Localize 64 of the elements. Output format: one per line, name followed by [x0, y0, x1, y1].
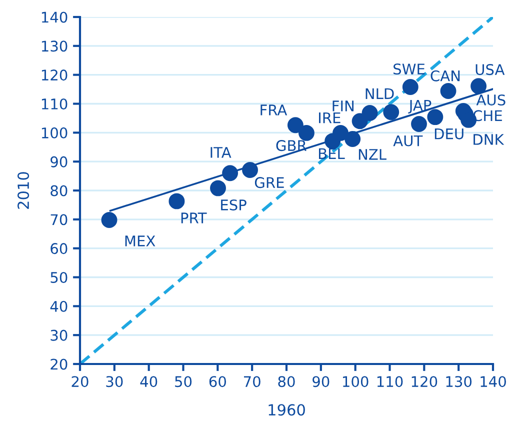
- point: [440, 83, 456, 100]
- x-tick-label: 50: [175, 376, 192, 388]
- point: [101, 212, 118, 228]
- y-tick-label: 120: [42, 70, 68, 81]
- y-tick-label: 110: [42, 98, 68, 110]
- y-tick-label: 40: [50, 300, 68, 312]
- annotation: DEU: [434, 128, 464, 140]
- y-tick-label: 140: [42, 12, 68, 23]
- annotation: FRA: [260, 104, 288, 116]
- x-tick-label: 80: [278, 376, 295, 388]
- annotation: MEX: [125, 236, 156, 246]
- y-tick-label: 60: [50, 243, 68, 254]
- annotation: PRT: [181, 212, 207, 224]
- x-tick-label: 130: [446, 376, 472, 388]
- y-tick-label: 70: [50, 214, 68, 226]
- x-tick-label: 100: [343, 376, 368, 388]
- annotation: JAP: [408, 100, 432, 114]
- annotation: USA: [476, 64, 505, 76]
- annotation: NLD: [366, 88, 394, 99]
- point: [411, 116, 427, 132]
- annotation: SWE: [394, 64, 425, 75]
- x-tick-label: 30: [106, 376, 123, 388]
- x-tick-label: 70: [244, 376, 260, 388]
- point: [287, 117, 304, 134]
- annotation: DNK: [474, 134, 504, 145]
- point: [298, 124, 314, 141]
- annotation: BEL: [318, 148, 345, 159]
- annotation: FIN: [332, 100, 354, 112]
- y-tick-label: 30: [50, 330, 68, 341]
- x-tick-label: 120: [412, 376, 438, 388]
- annotation: AUT: [393, 135, 423, 146]
- x-tick-label: 40: [140, 376, 158, 388]
- point: [332, 124, 349, 141]
- y-tick-label: 50: [50, 272, 68, 283]
- y-tick-label: 80: [50, 185, 68, 196]
- point: [383, 104, 400, 120]
- point: [210, 180, 226, 196]
- point: [344, 131, 361, 148]
- point: [470, 78, 487, 94]
- annotation: GBR: [276, 140, 306, 152]
- y-axis-title: 2010: [18, 172, 30, 209]
- annotation: NZL: [358, 149, 386, 160]
- point: [402, 79, 418, 95]
- point: [352, 113, 368, 130]
- point: [222, 165, 238, 182]
- point: [168, 193, 185, 210]
- x-tick-label: 90: [312, 376, 330, 388]
- y-tick-label: 130: [42, 40, 68, 52]
- point: [242, 162, 258, 178]
- annotation: GRE: [254, 177, 284, 188]
- y-tick-label: 90: [50, 156, 68, 168]
- x-tick-label: 60: [209, 376, 226, 388]
- y-tick-label: 20: [50, 358, 68, 370]
- y-tick-label: 100: [42, 127, 68, 138]
- annotation: ESP: [221, 199, 246, 210]
- point: [362, 105, 378, 121]
- x-tick-label: 20: [72, 376, 88, 388]
- x-tick-label: 110: [377, 376, 403, 388]
- x-tick-label: 140: [480, 376, 506, 388]
- annotation: CAN: [430, 70, 460, 82]
- annotation: AUS: [476, 94, 506, 106]
- x-axis-title: 1960: [268, 404, 305, 416]
- annotation: ITA: [210, 147, 232, 158]
- annotation: IRE: [319, 112, 340, 124]
